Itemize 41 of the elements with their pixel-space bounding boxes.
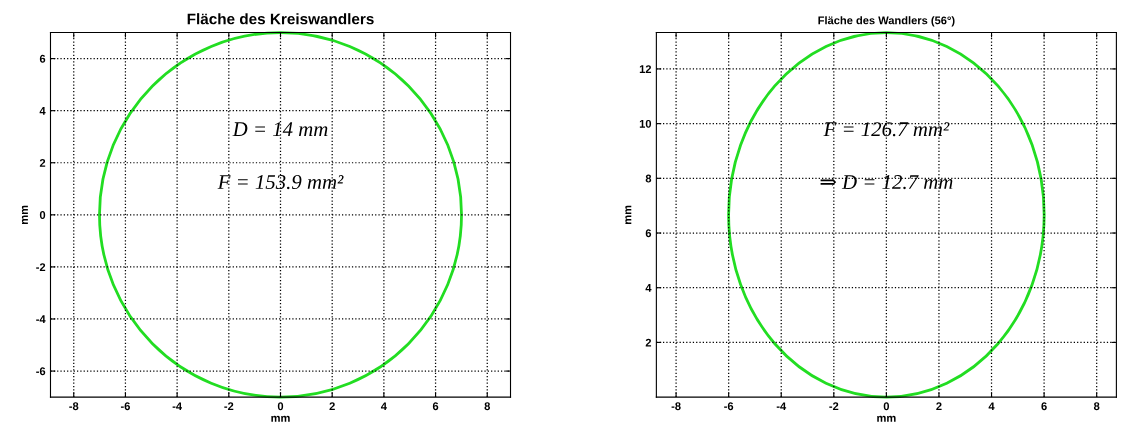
x-tick-label: -2 xyxy=(829,402,839,411)
y-tick-label: 4 xyxy=(645,284,652,292)
y-tick-label: -4 xyxy=(36,315,46,324)
y-tick-label: 2 xyxy=(645,338,652,347)
x-tick-label: 2 xyxy=(329,402,335,411)
annotation: ⇒ D = 12.7 mm xyxy=(820,175,953,190)
y-tick-label: 12 xyxy=(639,65,652,73)
x-tick-label: -2 xyxy=(224,402,234,411)
x-tick-label: 4 xyxy=(380,402,387,411)
y-tick-label: 6 xyxy=(645,229,652,238)
chart-title: Fläche des Kreiswandlers xyxy=(187,13,374,25)
y-tick-label: -6 xyxy=(36,367,46,376)
y-tick-label: -2 xyxy=(36,263,46,271)
x-tick-label: 8 xyxy=(484,402,490,411)
x-axis-title: mm xyxy=(271,415,290,422)
x-axis-title: mm xyxy=(877,415,896,422)
annotation: F = 126.7 mm² xyxy=(823,122,950,137)
y-axis-title: mm xyxy=(21,205,28,224)
y-tick-label: 8 xyxy=(645,174,652,183)
y-tick-label: 4 xyxy=(39,107,46,115)
annotation: D = 14 mm xyxy=(232,122,328,137)
x-tick-label: 6 xyxy=(1041,402,1047,411)
x-tick-label: -6 xyxy=(724,402,734,411)
x-tick-label: 6 xyxy=(432,402,439,411)
x-tick-label: 4 xyxy=(988,402,995,411)
x-tick-label: -6 xyxy=(120,402,130,411)
chart-title: Fläche des Wandlers (56°) xyxy=(818,16,955,27)
y-axis-title: mm xyxy=(625,205,632,224)
x-tick-label: -8 xyxy=(671,402,681,411)
x-tick-label: 0 xyxy=(883,402,890,411)
x-tick-label: 0 xyxy=(277,402,284,411)
x-tick-label: -8 xyxy=(69,402,79,411)
x-tick-label: -4 xyxy=(776,402,787,411)
x-tick-label: 8 xyxy=(1093,402,1100,411)
x-tick-label: -4 xyxy=(172,402,183,411)
y-tick-label: 6 xyxy=(39,54,46,63)
x-tick-label: 2 xyxy=(936,402,942,411)
y-tick-label: 0 xyxy=(39,211,46,219)
y-tick-label: 10 xyxy=(639,119,652,128)
annotation: F = 153.9 mm² xyxy=(217,175,344,190)
y-tick-label: 2 xyxy=(39,159,46,167)
